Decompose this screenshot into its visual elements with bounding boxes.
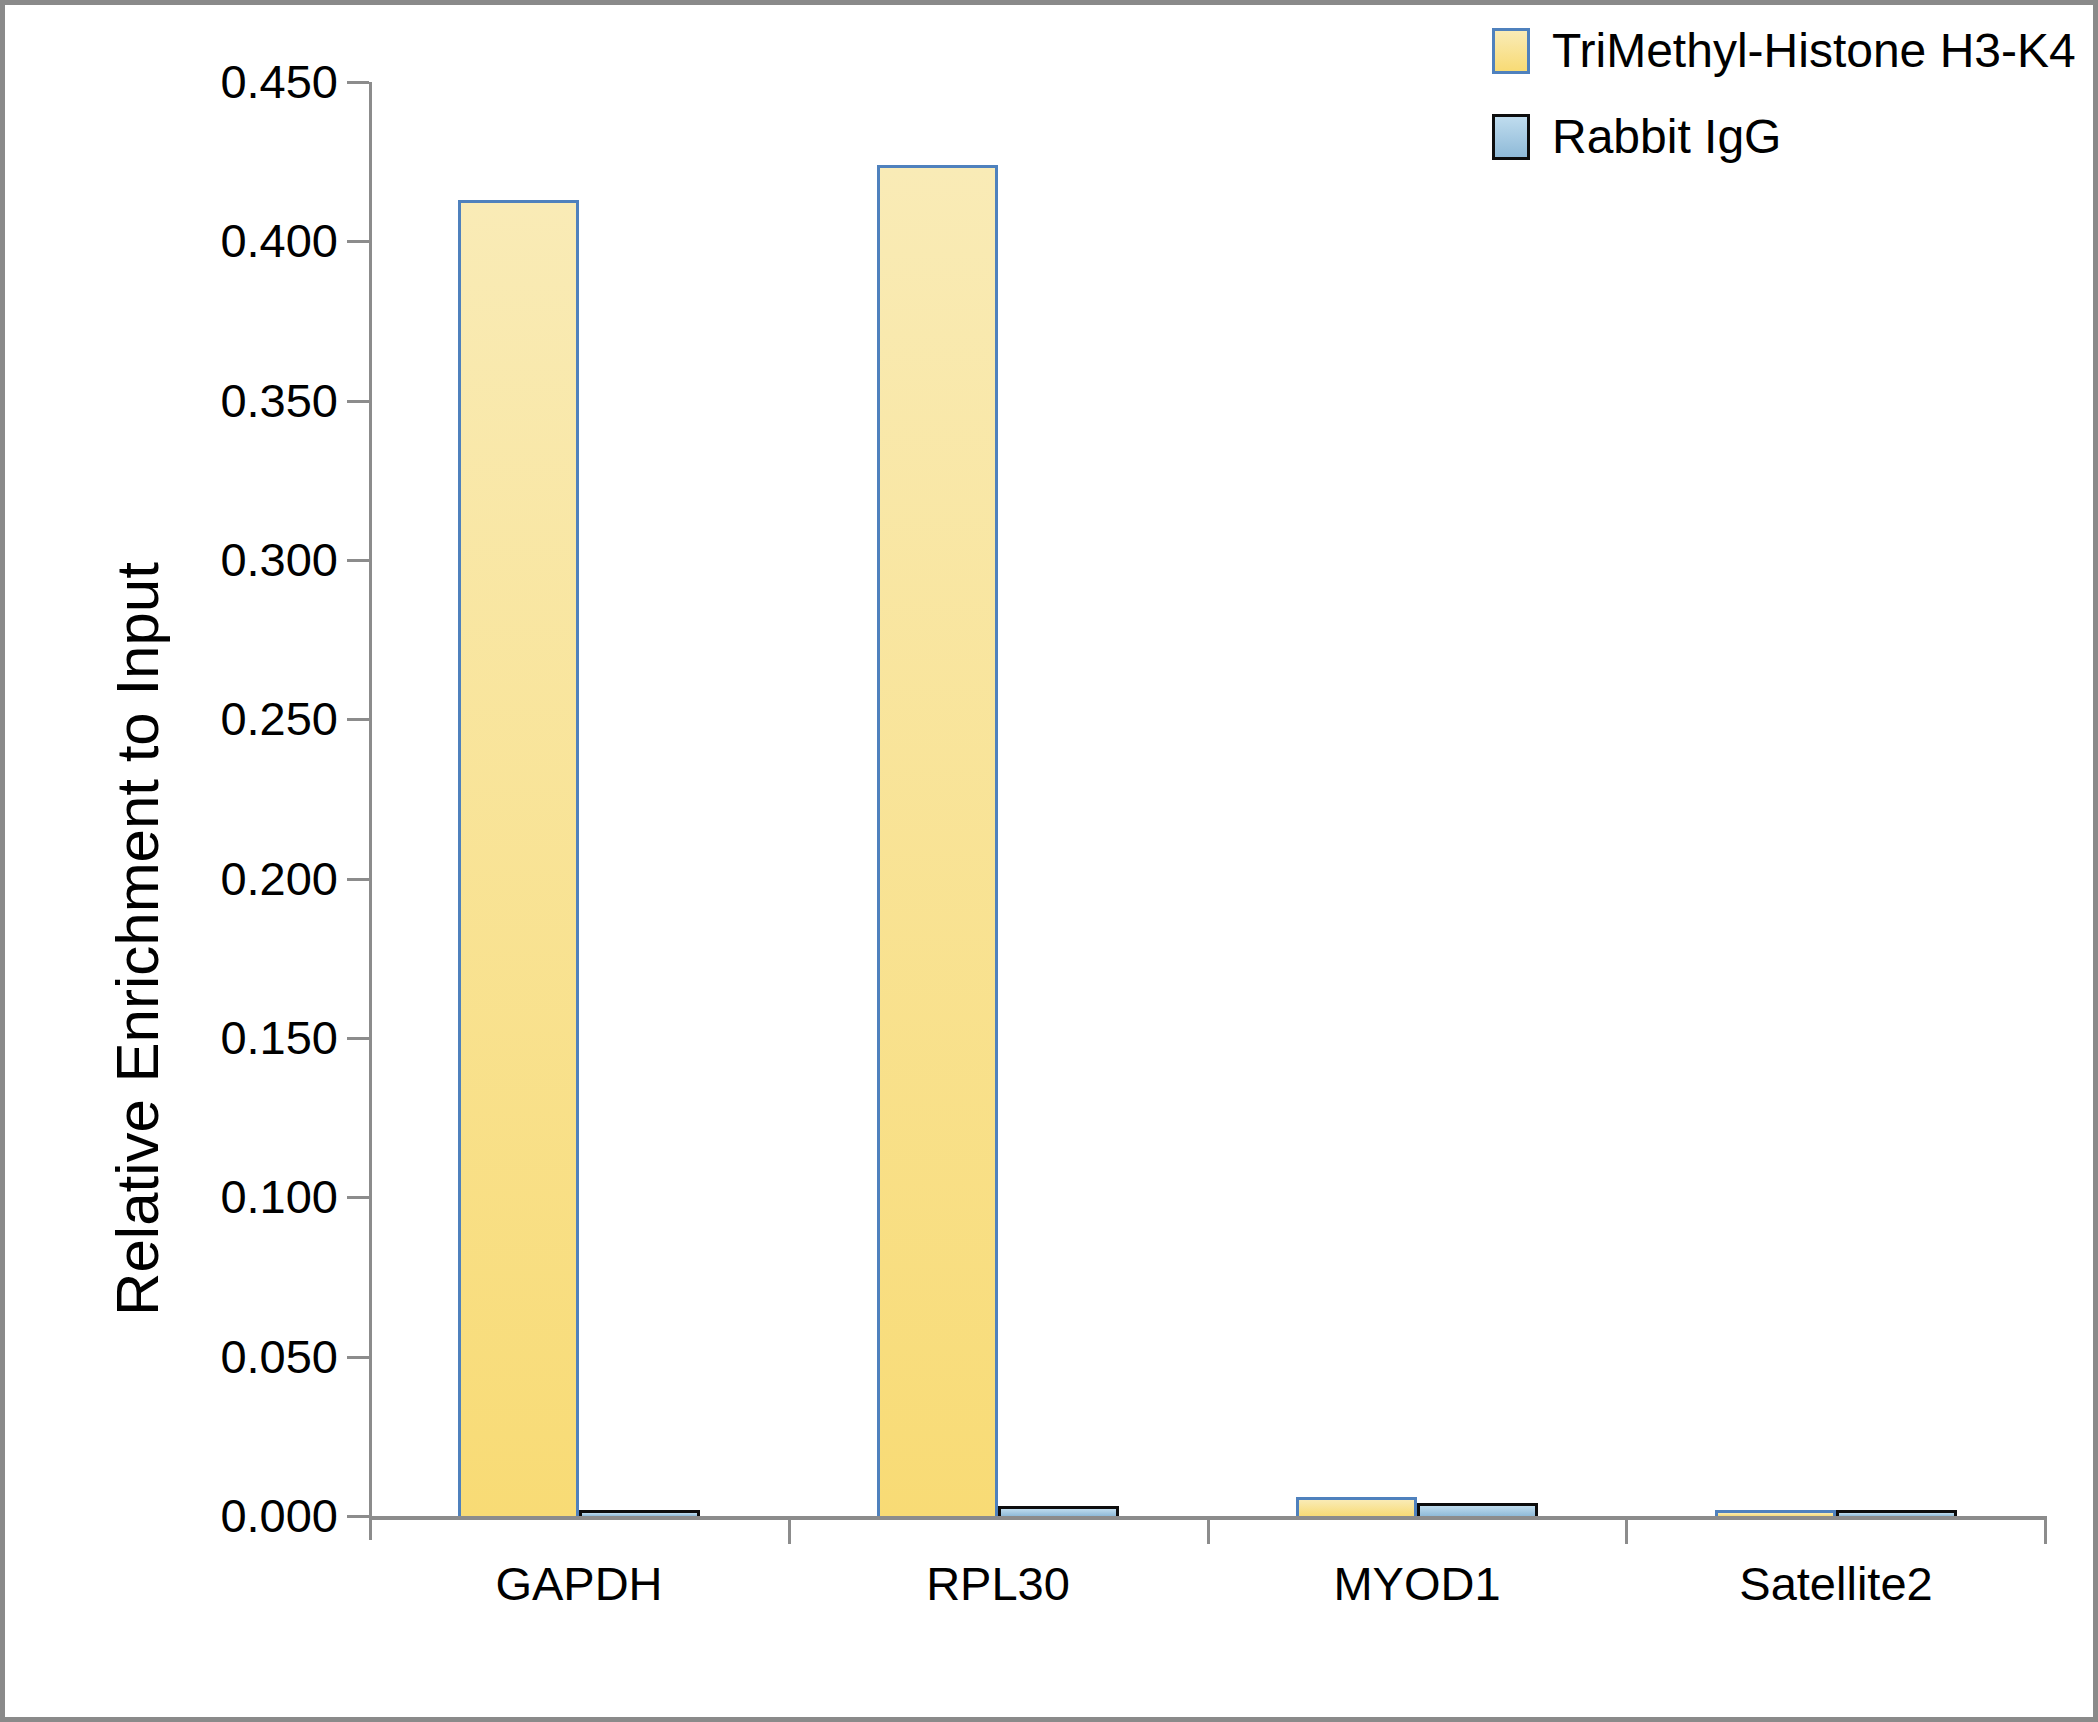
chart-frame: Relative Enrichment to Input 0.4500.4000… [0, 0, 2098, 1722]
y-tick [347, 240, 369, 243]
y-tick-label: 0.400 [88, 216, 338, 266]
x-tick [1207, 1520, 1210, 1544]
bar-rabbit-igg-gapdh [579, 1510, 700, 1516]
y-tick [347, 1196, 369, 1199]
x-tick [788, 1520, 791, 1544]
y-tick [347, 559, 369, 562]
y-tick [347, 81, 369, 84]
y-tick-label: 0.150 [88, 1013, 338, 1063]
x-tick [2044, 1520, 2047, 1544]
legend-swatch-trimethyl-histone-h3-k4 [1492, 28, 1530, 74]
legend-item: Rabbit IgG [1492, 110, 2076, 164]
bar-trimethyl-histone-h3-k4-gapdh [458, 200, 579, 1516]
y-tick [347, 1037, 369, 1040]
category-label-myod1: MYOD1 [1207, 1558, 1627, 1610]
bar-trimethyl-histone-h3-k4-rpl30 [877, 165, 998, 1516]
bar-rabbit-igg-myod1 [1417, 1503, 1538, 1516]
category-label-rpl30: RPL30 [788, 1558, 1208, 1610]
x-tick [1625, 1520, 1628, 1544]
y-tick-label: 0.300 [88, 535, 338, 585]
y-tick [347, 400, 369, 403]
y-tick-label: 0.450 [88, 57, 338, 107]
y-axis-line [369, 82, 372, 1540]
legend-item: TriMethyl-Histone H3-K4 [1492, 24, 2076, 78]
y-tick [347, 718, 369, 721]
bar-trimethyl-histone-h3-k4-satellite2 [1715, 1510, 1836, 1516]
legend: TriMethyl-Histone H3-K4 Rabbit IgG [1492, 24, 2076, 164]
bar-trimethyl-histone-h3-k4-myod1 [1296, 1497, 1417, 1516]
legend-label: Rabbit IgG [1552, 110, 1781, 164]
y-tick [347, 1515, 369, 1518]
category-label-gapdh: GAPDH [369, 1558, 789, 1610]
y-tick-label: 0.000 [88, 1491, 338, 1541]
y-tick-label: 0.100 [88, 1172, 338, 1222]
bar-rabbit-igg-satellite2 [1836, 1510, 1957, 1516]
category-label-satellite2: Satellite2 [1626, 1558, 2046, 1610]
y-tick-label: 0.050 [88, 1332, 338, 1382]
legend-swatch-rabbit-igg [1492, 114, 1530, 160]
y-tick [347, 878, 369, 881]
y-tick-label: 0.250 [88, 694, 338, 744]
y-tick [347, 1356, 369, 1359]
legend-label: TriMethyl-Histone H3-K4 [1552, 24, 2076, 78]
y-tick-label: 0.350 [88, 376, 338, 426]
bar-rabbit-igg-rpl30 [998, 1506, 1119, 1516]
x-axis-line [369, 1516, 2047, 1520]
y-tick-label: 0.200 [88, 854, 338, 904]
